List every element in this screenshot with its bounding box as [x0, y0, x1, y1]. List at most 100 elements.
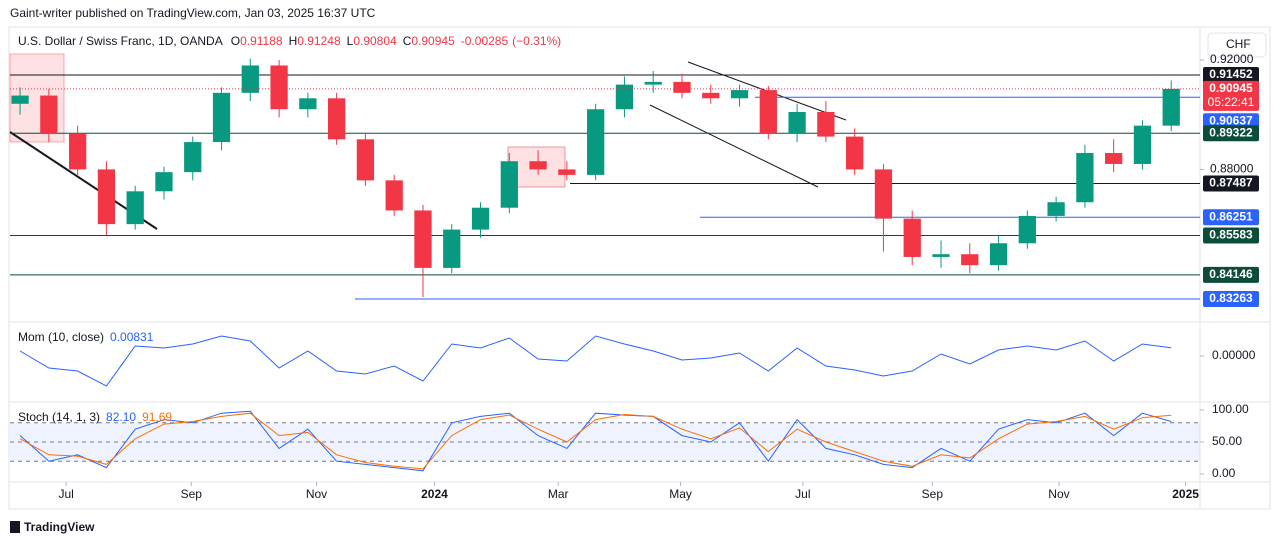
y-tick-label: 50.00 — [1212, 434, 1242, 448]
candle-body — [759, 90, 777, 134]
y-tick-label: 100.00 — [1212, 402, 1249, 416]
level-label: 0.90637 — [1209, 113, 1253, 127]
ohlc-key: O — [231, 34, 240, 48]
candle-body — [126, 191, 144, 225]
level-label-box — [1203, 266, 1259, 283]
level-label-box — [1203, 66, 1259, 83]
current-price: 0.90945 — [1209, 81, 1253, 95]
candle-body — [1018, 215, 1036, 244]
countdown: 05:22:41 — [1208, 95, 1255, 109]
indicator-value: 91.69 — [142, 410, 172, 424]
title: U.S. Dollar / Swiss Franc, 1D, OANDA — [18, 34, 223, 48]
candle-body — [644, 81, 662, 85]
candle-body — [817, 111, 835, 137]
level-label-box — [1203, 125, 1259, 142]
candle-body — [11, 95, 29, 104]
series-line — [19, 410, 1172, 472]
publisher: Gaint-writer published on TradingView.co… — [10, 6, 376, 20]
x-tick-label: Mar — [548, 487, 569, 501]
candle-body — [299, 98, 317, 110]
level-label: 0.83263 — [1209, 291, 1253, 305]
level-label: 0.87487 — [1209, 176, 1253, 190]
candle-body — [500, 161, 518, 208]
candle-body — [155, 172, 173, 192]
candle-body — [730, 90, 749, 99]
ohlc-value: 0.90804 — [353, 34, 397, 48]
level-label-box — [1203, 175, 1259, 192]
y-tick-label: 0.88000 — [1210, 162, 1254, 176]
ohlc-value: 0.91188 — [240, 34, 283, 48]
indicator-name: Stoch (14, 1, 3) — [18, 410, 100, 424]
pane-title: Stoch (14, 1, 3) 82.10 91.69 — [18, 410, 172, 424]
candle-body — [1162, 88, 1180, 126]
candle-body — [1133, 125, 1152, 164]
change: -0.00285 — [461, 34, 509, 48]
level-label-box — [1203, 209, 1259, 226]
x-tick-label: Jul — [795, 487, 810, 501]
candle-body — [932, 254, 950, 257]
candle-body — [587, 109, 605, 175]
ohlc-key: C — [403, 34, 412, 48]
level-label: 0.85583 — [1209, 228, 1253, 242]
candle-body — [788, 111, 806, 134]
x-tick-label: 2024 — [421, 487, 448, 501]
candle-body — [184, 142, 202, 173]
candle-body — [68, 133, 87, 170]
indicator-name: Mom (10, close) — [18, 330, 104, 344]
footer-logo: TradingView — [10, 520, 95, 534]
candle-body — [989, 243, 1008, 266]
candle-body — [414, 210, 432, 268]
currency: CHF — [1226, 37, 1251, 51]
level-label: 0.89322 — [1209, 125, 1253, 139]
candle-body — [328, 98, 346, 140]
x-tick-label: 2025 — [1172, 487, 1199, 501]
y-tick-label: 0.00000 — [1212, 348, 1256, 362]
candle-body — [270, 65, 288, 110]
level-label-box — [1203, 290, 1259, 307]
indicator-value: 0.00831 — [110, 330, 154, 344]
logo-mark — [10, 521, 20, 533]
series-line — [19, 335, 1172, 387]
x-tick-label: Jul — [58, 487, 73, 501]
y-tick-label: 0.00 — [1212, 466, 1236, 480]
candle-body — [97, 169, 116, 225]
candle-body — [673, 81, 691, 93]
candle-body — [1076, 153, 1094, 203]
ohlc-value: 0.91248 — [297, 34, 341, 48]
candle-body — [356, 139, 375, 181]
ohlc-value: 0.90945 — [411, 34, 455, 48]
ohlc-key: L — [347, 34, 354, 48]
x-tick-label: May — [669, 487, 692, 501]
candle-body — [846, 136, 864, 170]
candle-body — [241, 65, 259, 93]
trendline — [649, 104, 819, 188]
candle-body — [903, 218, 921, 257]
level-label-box — [1203, 227, 1259, 244]
level-label: 0.84146 — [1209, 267, 1253, 281]
candle-body — [961, 254, 979, 266]
pane-title: Mom (10, close) 0.00831 — [18, 330, 154, 344]
candle-body — [558, 169, 576, 175]
candle-body — [529, 161, 547, 170]
candle-body — [385, 180, 403, 211]
brand: TradingView — [24, 520, 95, 534]
series-line — [19, 412, 1172, 470]
candle-body — [212, 92, 231, 143]
candle-body — [471, 207, 490, 230]
change-pct: (−0.31%) — [512, 34, 561, 48]
x-tick-label: Nov — [1048, 487, 1069, 501]
candle-body — [874, 169, 893, 219]
level-label: 0.91452 — [1209, 67, 1253, 81]
candle-body — [1047, 202, 1065, 216]
candle-body — [1105, 153, 1123, 164]
current-price-box — [1203, 80, 1259, 111]
level-label: 0.86251 — [1209, 209, 1253, 223]
plot-area: 0.92000 0.88000 Jul Sep Nov 2024 Mar May Jul Sep N… — [10, 34, 1259, 501]
candle-body — [702, 92, 720, 99]
candle-body — [443, 229, 461, 268]
currency-button[interactable] — [1207, 32, 1267, 58]
x-tick-label: Sep — [181, 487, 203, 501]
y-tick-label: 0.92000 — [1210, 52, 1254, 66]
candle-body — [615, 84, 634, 110]
